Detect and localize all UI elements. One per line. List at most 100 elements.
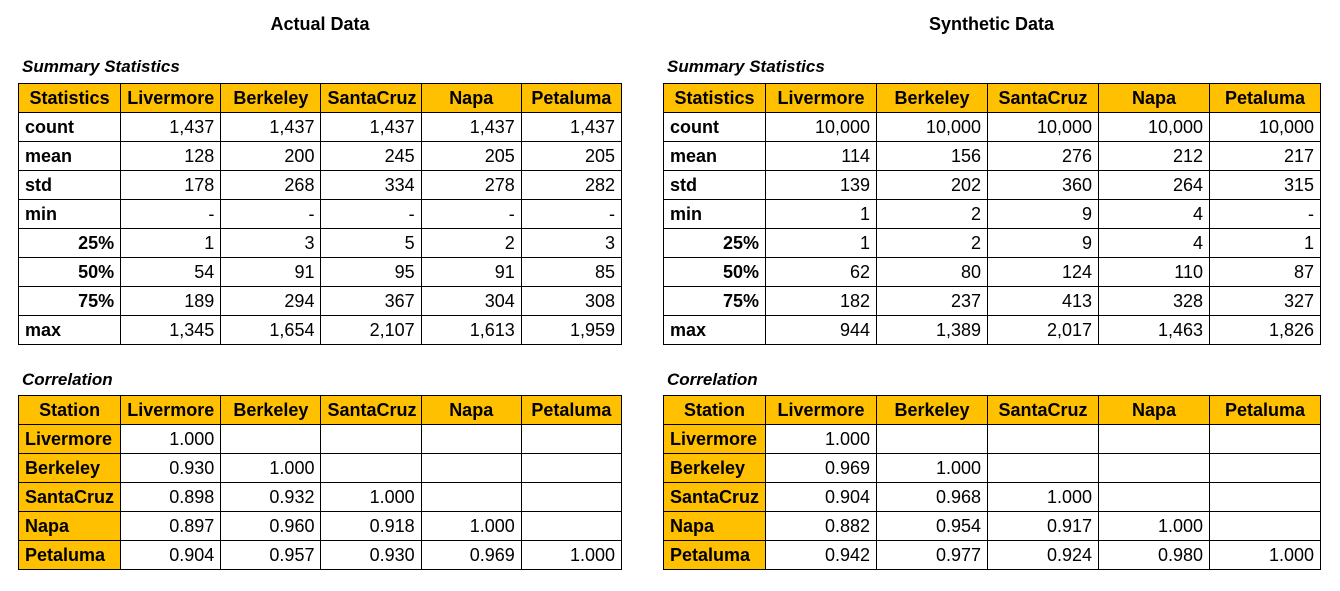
table-cell: - [420, 199, 522, 229]
row-label: Berkeley [17, 453, 122, 483]
column-header: Berkeley [220, 83, 322, 113]
table-cell: 10,000 [1098, 112, 1210, 142]
table-row: 50% 54 91 95 91 85 [17, 257, 623, 287]
row-label: count [17, 112, 122, 142]
table-cell: 0.932 [220, 482, 322, 512]
table-header-row: Statistics Livermore Berkeley SantaCruz Napa… [17, 83, 623, 113]
table-cell: 202 [876, 170, 988, 200]
table-cell: 0.969 [420, 540, 522, 570]
table-cell: 85 [520, 257, 623, 287]
table-cell [987, 453, 1099, 483]
row-label: max [663, 315, 766, 345]
table-row: Napa 0.882 0.954 0.917 1.000 [663, 511, 1321, 541]
table-cell: 124 [987, 257, 1099, 287]
table-cell [1209, 482, 1321, 512]
table-cell: 5 [320, 228, 422, 258]
table-cell [1209, 453, 1321, 483]
table-cell: - [1209, 199, 1321, 229]
table-cell: 367 [320, 286, 422, 316]
table-cell: 54 [120, 257, 222, 287]
table-cell: 1 [1209, 228, 1321, 258]
row-label: std [663, 170, 766, 200]
table-cell [520, 424, 623, 454]
table-cell: 1.000 [765, 424, 877, 454]
table-cell: 0.930 [320, 540, 422, 570]
table-row: Livermore 1.000 [663, 424, 1321, 454]
table-cell [1098, 482, 1210, 512]
table-cell [1209, 511, 1321, 541]
table-row: Berkeley 0.969 1.000 [663, 453, 1321, 483]
table-row: mean 128 200 245 205 205 [17, 141, 623, 171]
table-cell: 1.000 [876, 453, 988, 483]
table-row: mean 114 156 276 212 217 [663, 141, 1321, 171]
table-cell: 91 [420, 257, 522, 287]
table-header-row: Statistics Livermore Berkeley SantaCruz Napa… [663, 83, 1321, 113]
table-row: Napa 0.897 0.960 0.918 1.000 [17, 511, 623, 541]
row-label: min [663, 199, 766, 229]
column-header: Berkeley [876, 395, 988, 425]
synthetic-summary-title: Summary Statistics [667, 57, 825, 76]
table-cell: 245 [320, 141, 422, 171]
table-cell: 182 [765, 286, 877, 316]
table-cell [1098, 453, 1210, 483]
table-cell: 200 [220, 141, 322, 171]
column-header: SantaCruz [987, 395, 1099, 425]
synthetic-correlation-table: Station Livermore Berkeley SantaCruz Napa Pet… [663, 395, 1321, 570]
table-cell: 4 [1098, 228, 1210, 258]
column-header: Station [17, 395, 122, 425]
synthetic-data-heading: Synthetic Data [928, 14, 1055, 34]
column-header: Station [663, 395, 766, 425]
row-label: count [663, 112, 766, 142]
table-cell: 413 [987, 286, 1099, 316]
row-label: 25% [17, 228, 122, 258]
table-cell: 87 [1209, 257, 1321, 287]
table-cell: 10,000 [987, 112, 1099, 142]
table-cell: 1,437 [120, 112, 222, 142]
row-label: Napa [663, 511, 766, 541]
actual-summary-title: Summary Statistics [22, 57, 180, 76]
table-cell: 139 [765, 170, 877, 200]
table-cell: 0.977 [876, 540, 988, 570]
table-cell [420, 482, 522, 512]
table-cell: 308 [520, 286, 623, 316]
row-label: mean [663, 141, 766, 171]
row-label: Petaluma [663, 540, 766, 570]
row-label: std [17, 170, 122, 200]
row-label: min [17, 199, 122, 229]
column-header: Napa [420, 395, 522, 425]
table-cell: - [520, 199, 623, 229]
table-cell: 3 [220, 228, 322, 258]
table-cell: 268 [220, 170, 322, 200]
table-cell: 114 [765, 141, 877, 171]
table-cell: 237 [876, 286, 988, 316]
table-cell: 0.918 [320, 511, 422, 541]
table-cell: 128 [120, 141, 222, 171]
table-cell [520, 511, 623, 541]
table-cell: 1.000 [1209, 540, 1321, 570]
table-cell: 276 [987, 141, 1099, 171]
synthetic-summary-table: Statistics Livermore Berkeley SantaCruz Napa… [663, 83, 1321, 345]
table-cell: 334 [320, 170, 422, 200]
table-cell: 315 [1209, 170, 1321, 200]
table-cell: 328 [1098, 286, 1210, 316]
table-cell: 0.904 [765, 482, 877, 512]
column-header: Livermore [120, 395, 222, 425]
column-header: SantaCruz [987, 83, 1099, 113]
table-cell: 189 [120, 286, 222, 316]
table-row: min - - - - - [17, 199, 623, 229]
table-cell: 1,345 [120, 315, 222, 345]
table-cell: 327 [1209, 286, 1321, 316]
table-cell: 1,959 [520, 315, 623, 345]
table-cell: 294 [220, 286, 322, 316]
table-cell: 0.882 [765, 511, 877, 541]
table-cell: 4 [1098, 199, 1210, 229]
table-cell: - [220, 199, 322, 229]
table-row: 25% 1 3 5 2 3 [17, 228, 623, 258]
table-cell: 1.000 [320, 482, 422, 512]
column-header: Petaluma [520, 395, 623, 425]
row-label: Napa [17, 511, 122, 541]
table-cell: 0.954 [876, 511, 988, 541]
table-cell: 80 [876, 257, 988, 287]
column-header: Petaluma [1209, 83, 1321, 113]
column-header: SantaCruz [320, 395, 422, 425]
